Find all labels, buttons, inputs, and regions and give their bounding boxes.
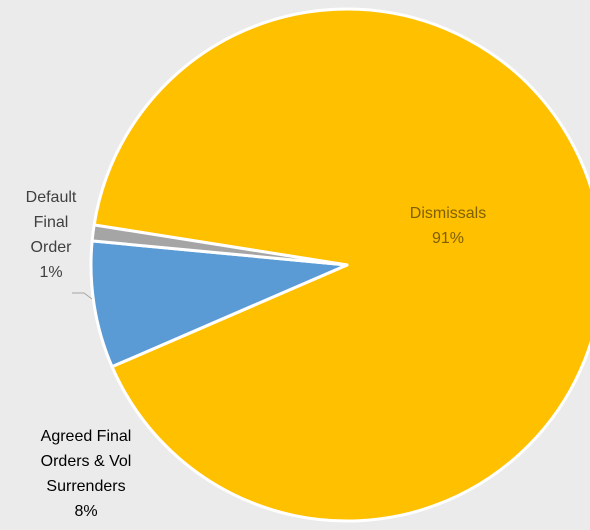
- slice-label-dismissals: Dismissals 91%: [383, 201, 513, 251]
- slice-label-default-final-order: Default Final Order 1%: [6, 185, 96, 285]
- slice-label-agreed-line-2: Orders & Vol: [40, 453, 132, 470]
- slice-label-agreed-final-orders: Agreed Final Orders & Vol Surrenders 8%: [16, 424, 156, 524]
- pie-slice-dismissals: [92, 7, 590, 523]
- slice-label-dismissals-percent: 91%: [431, 230, 465, 247]
- pie-slice-agreed-final-orders: [89, 239, 349, 369]
- pie-slice-default-final-order: [90, 223, 349, 267]
- slice-label-default-percent: 1%: [39, 264, 63, 281]
- slice-label-default-line-2: Final: [33, 214, 69, 231]
- slice-label-default-line-3: Order: [30, 239, 72, 256]
- slice-label-agreed-line-1: Agreed Final: [40, 428, 132, 445]
- slice-label-agreed-line-3: Surrenders: [46, 478, 126, 495]
- slice-label-agreed-percent: 8%: [74, 503, 98, 520]
- slice-label-dismissals-name: Dismissals: [409, 205, 487, 222]
- slice-label-default-line-1: Default: [25, 189, 77, 206]
